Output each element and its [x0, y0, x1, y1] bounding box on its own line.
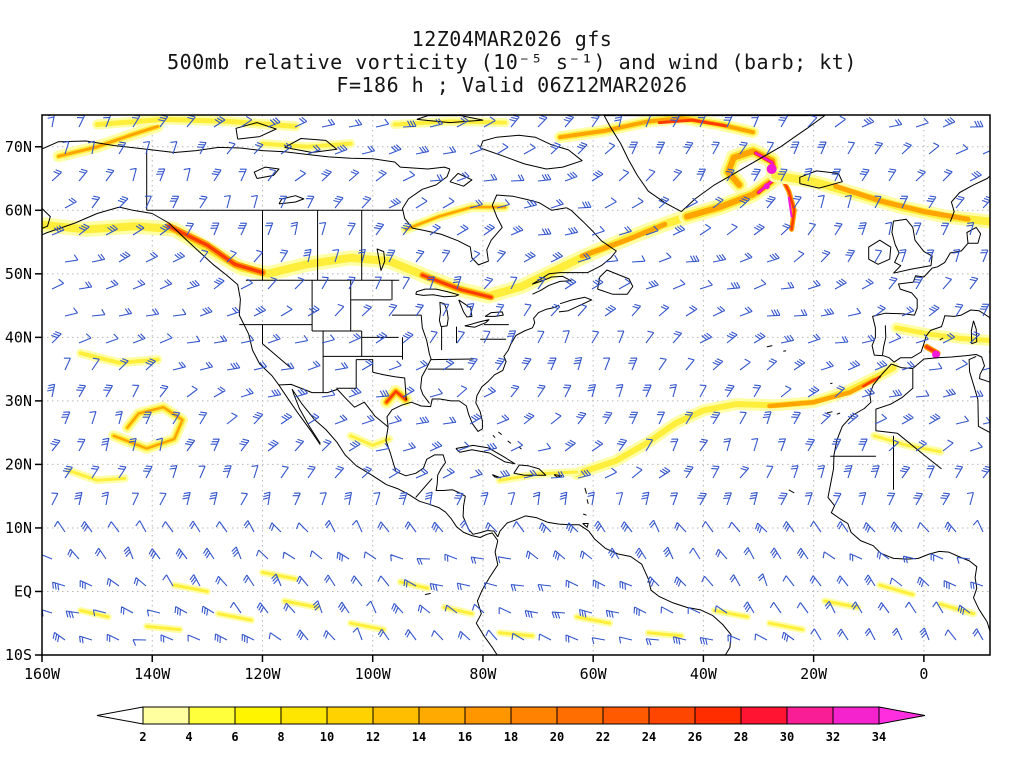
colorbar-tick-label: 32 — [826, 730, 840, 744]
y-axis-tick-label: 30N — [5, 392, 32, 410]
colorbar-segment — [188, 706, 236, 725]
colorbar-tick-label: 26 — [688, 730, 702, 744]
colorbar-segment — [602, 706, 650, 725]
colorbar-tick-label: 4 — [185, 730, 192, 744]
y-axis-tick-label: 10S — [5, 646, 32, 664]
colorbar-tick-label: 8 — [277, 730, 284, 744]
colorbar-segment — [280, 706, 328, 725]
colorbar-segment — [694, 706, 742, 725]
colorbar-tick-label: 2 — [139, 730, 146, 744]
colorbar-segment — [234, 706, 282, 725]
vorticity-max-spot — [932, 350, 940, 359]
x-axis-tick-label: 40W — [690, 665, 718, 683]
colorbar-segment — [142, 706, 190, 725]
colorbar-tick-label: 20 — [550, 730, 564, 744]
colorbar-right-arrow — [878, 706, 926, 725]
colorbar-segment — [464, 706, 512, 725]
colorbar-segment — [832, 706, 880, 725]
y-axis-tick-label: 60N — [5, 201, 32, 219]
colorbar-tick-label: 6 — [231, 730, 238, 744]
x-axis-tick-label: 0 — [919, 665, 928, 683]
colorbar-segment — [372, 706, 420, 725]
colorbar-tick-label: 18 — [504, 730, 518, 744]
map-frame — [41, 114, 991, 656]
vorticity-max-spot — [763, 183, 770, 190]
y-axis-tick-label: 50N — [5, 265, 32, 283]
colorbar-tick-label: 24 — [642, 730, 656, 744]
y-axis-tick-label: 40N — [5, 328, 32, 346]
x-axis-tick-label: 100W — [355, 665, 392, 683]
x-axis-tick-label: 140W — [134, 665, 171, 683]
title-forecast-valid: F=186 h ; Valid 06Z12MAR2026 — [336, 73, 688, 97]
x-axis-tick-label: 60W — [580, 665, 608, 683]
title-field-description: 500mb relative vorticity (10⁻⁵ s⁻¹) and … — [167, 50, 857, 74]
colorbar-segment — [510, 706, 558, 725]
colorbar-tick-label: 10 — [320, 730, 334, 744]
colorbar-tick-label: 16 — [458, 730, 472, 744]
colorbar-segment — [740, 706, 788, 725]
colorbar-segment — [326, 706, 374, 725]
colorbar-tick-label: 14 — [412, 730, 426, 744]
x-axis-tick-label: 20W — [800, 665, 828, 683]
x-axis-tick-label: 160W — [24, 665, 61, 683]
colorbar: 2 4 6 8 10 12 14 16 18 20 22 24 26 28 30 32 34 — [96, 706, 926, 744]
colorbar-tick-label: 30 — [780, 730, 794, 744]
lat-lon-gridlines — [42, 115, 990, 655]
colorbar-segment — [648, 706, 696, 725]
y-axis-tick-label: 70N — [5, 138, 32, 156]
colorbar-segment — [786, 706, 834, 725]
title-model-run: 12Z04MAR2026 gfs — [411, 27, 613, 51]
colorbar-segment — [418, 706, 466, 725]
y-axis-tick-label: 10N — [5, 519, 32, 537]
chart-titles: 12Z04MAR2026 gfs 500mb relative vorticit… — [0, 28, 1024, 97]
colorbar-tick-label: 34 — [872, 730, 886, 744]
x-axis-tick-label: 80W — [469, 665, 497, 683]
colorbar-tick-label: 28 — [734, 730, 748, 744]
colorbar-tick-label: 22 — [596, 730, 610, 744]
wind-barbs — [42, 115, 990, 646]
y-axis-tick-label: EQ — [14, 582, 32, 600]
y-axis-tick-label: 20N — [5, 455, 32, 473]
colorbar-segment — [556, 706, 604, 725]
colorbar-left-arrow — [96, 706, 144, 725]
x-axis-tick-label: 120W — [244, 665, 281, 683]
colorbar-tick-label: 12 — [366, 730, 380, 744]
vorticity-max-spot — [766, 164, 777, 174]
